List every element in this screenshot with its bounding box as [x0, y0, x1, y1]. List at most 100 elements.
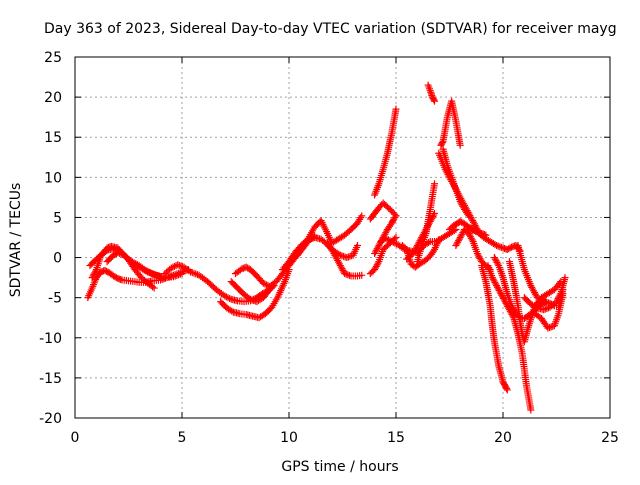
- data-point: [503, 301, 511, 309]
- data-point: [496, 288, 504, 296]
- series-arc-21: [437, 97, 464, 149]
- data-point: [458, 230, 466, 238]
- data-point: [492, 280, 500, 288]
- data-point: [372, 246, 380, 254]
- data-point: [474, 251, 482, 259]
- data-point: [541, 305, 549, 313]
- data-point: [497, 243, 505, 251]
- data-point: [503, 386, 511, 394]
- data-point: [475, 253, 483, 261]
- data-point: [88, 274, 96, 282]
- data-point: [456, 141, 464, 149]
- data-point: [150, 270, 158, 278]
- data-point: [373, 245, 381, 253]
- series-arc-9: [279, 234, 361, 274]
- data-layer: [84, 81, 569, 414]
- data-point: [412, 245, 420, 253]
- data-point: [115, 249, 123, 257]
- series-arc-20: [424, 81, 439, 105]
- y-tick-label: -10: [39, 331, 62, 347]
- data-point: [459, 202, 467, 210]
- data-point: [222, 293, 230, 301]
- data-point: [92, 267, 100, 275]
- series-arc-3: [88, 242, 158, 292]
- data-point: [464, 210, 472, 218]
- series-arc-6: [217, 266, 293, 322]
- data-point: [491, 255, 499, 263]
- data-point: [157, 273, 165, 281]
- data-point: [544, 324, 552, 332]
- data-point: [392, 212, 400, 220]
- data-point: [452, 242, 460, 250]
- data-point: [167, 264, 175, 272]
- x-tick-label: 20: [494, 430, 512, 446]
- data-point: [429, 247, 437, 255]
- data-point: [554, 294, 562, 302]
- data-point: [555, 293, 563, 301]
- data-point: [169, 263, 177, 271]
- data-point: [248, 296, 256, 304]
- x-tick-label: 10: [280, 430, 298, 446]
- data-point: [171, 272, 179, 280]
- data-point: [343, 254, 351, 262]
- data-point: [148, 270, 156, 278]
- data-point: [540, 306, 548, 314]
- data-point: [497, 290, 505, 298]
- data-point: [228, 307, 236, 315]
- data-point: [392, 105, 400, 113]
- data-point: [187, 268, 195, 276]
- data-point: [155, 272, 163, 280]
- data-point: [342, 270, 350, 278]
- data-point: [468, 236, 476, 244]
- plot-frame: [74, 56, 611, 419]
- data-point: [339, 266, 347, 274]
- data-point: [175, 271, 183, 279]
- data-point: [454, 237, 462, 245]
- data-point: [337, 263, 345, 271]
- data-point: [226, 294, 234, 302]
- data-point: [383, 235, 391, 243]
- data-point: [490, 277, 498, 285]
- data-point: [192, 270, 200, 278]
- data-point: [527, 406, 535, 414]
- x-axis-title: GPS time / hours: [281, 459, 398, 475]
- data-point: [177, 262, 185, 270]
- data-point: [246, 295, 254, 303]
- tick-layer: 0 5 10 15 20 25 -20 -15 -10 -5 0 5 10 15 20 25: [39, 50, 619, 446]
- data-point: [371, 266, 379, 274]
- data-point: [553, 298, 560, 306]
- data-point: [344, 253, 352, 261]
- data-point: [538, 297, 546, 305]
- data-point: [143, 267, 151, 275]
- data-point: [489, 275, 497, 283]
- data-point: [338, 265, 346, 273]
- data-point: [385, 236, 393, 244]
- data-point: [470, 227, 478, 235]
- data-point: [453, 240, 461, 248]
- data-point: [358, 271, 366, 279]
- data-point: [150, 284, 158, 292]
- data-point: [149, 283, 157, 291]
- y-tick-label: 5: [53, 210, 62, 226]
- data-point: [175, 261, 183, 269]
- data-point: [469, 218, 477, 226]
- data-point: [435, 236, 443, 244]
- series-arc-10: [285, 212, 366, 268]
- data-point: [346, 252, 354, 260]
- data-point: [561, 274, 569, 282]
- data-point: [391, 213, 399, 221]
- data-point: [176, 270, 184, 278]
- data-point: [259, 279, 267, 287]
- data-point: [469, 226, 477, 234]
- data-point: [389, 238, 397, 246]
- data-point: [467, 234, 475, 242]
- y-axis-title: SDTVAR / TECUs: [8, 183, 24, 298]
- data-point: [261, 280, 269, 288]
- data-point: [496, 243, 504, 251]
- data-point: [495, 286, 503, 294]
- data-point: [454, 238, 462, 246]
- data-point: [473, 250, 481, 258]
- data-point: [532, 303, 540, 311]
- data-point: [386, 237, 394, 245]
